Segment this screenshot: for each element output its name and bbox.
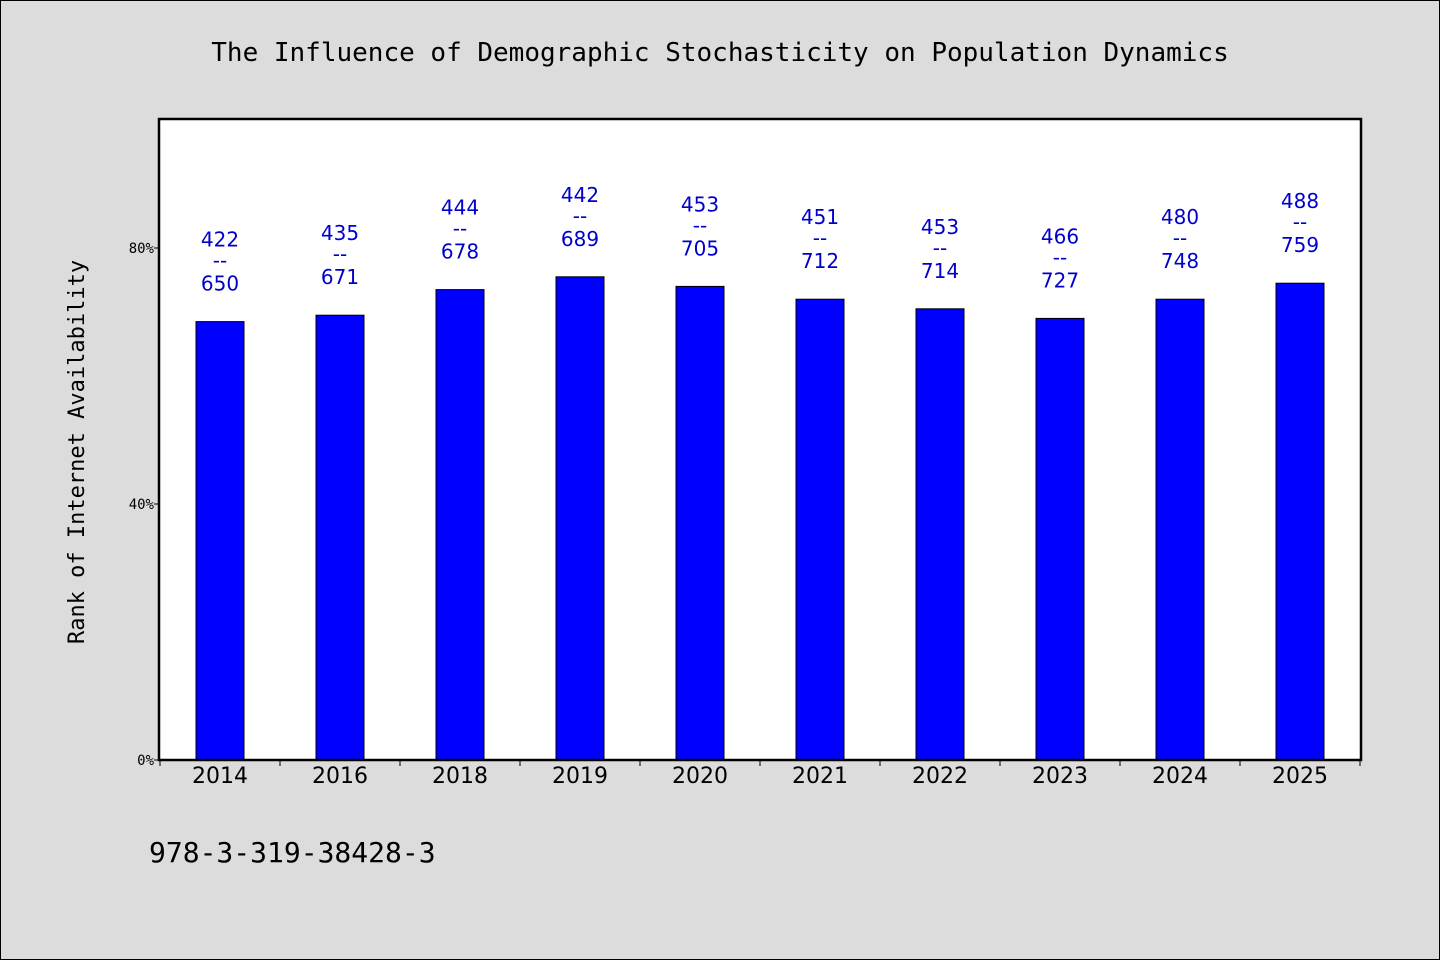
y-tick-label-80: 80% xyxy=(129,241,155,257)
data-label-2024-bottom: 748 xyxy=(1161,249,1199,273)
y-tick-label-40: 40% xyxy=(129,497,155,513)
bar-2014 xyxy=(195,321,245,761)
bar-2025 xyxy=(1275,282,1325,761)
bar-2016 xyxy=(315,314,365,761)
data-label-2016-bottom: 671 xyxy=(321,265,359,289)
data-label-2014-top: 422 xyxy=(201,228,239,252)
data-label-2014-bottom: 650 xyxy=(201,272,239,296)
data-label-2016-mid: -- xyxy=(333,242,347,266)
data-label-2019-bottom: 689 xyxy=(561,227,599,251)
data-label-2022-top: 453 xyxy=(921,215,959,239)
data-label-2021-mid: -- xyxy=(813,226,827,250)
bar-2019 xyxy=(555,276,605,761)
chart-title: The Influence of Demographic Stochastici… xyxy=(211,38,1228,68)
bar-2018 xyxy=(435,289,485,761)
x-tick-label-2016: 2016 xyxy=(312,764,368,789)
data-label-2022-bottom: 714 xyxy=(921,259,959,283)
data-label-2020-mid: -- xyxy=(693,213,707,237)
x-tick-label-2025: 2025 xyxy=(1272,764,1328,789)
data-label-2020-bottom: 705 xyxy=(681,236,719,260)
data-label-2023-top: 466 xyxy=(1041,224,1079,248)
data-label-2018-bottom: 678 xyxy=(441,240,479,264)
data-label-2024-mid: -- xyxy=(1173,226,1187,250)
data-label-2016-top: 435 xyxy=(321,221,359,245)
x-tick-label-2020: 2020 xyxy=(672,764,728,789)
x-tick-label-2023: 2023 xyxy=(1032,764,1088,789)
data-labels-layer: 422--650435--671444--678442--689453--705… xyxy=(201,183,1319,296)
data-label-2021-bottom: 712 xyxy=(801,249,839,273)
bar-2024 xyxy=(1155,298,1205,761)
data-label-2019-mid: -- xyxy=(573,204,587,228)
data-label-2023-mid: -- xyxy=(1053,245,1067,269)
x-tick-label-2021: 2021 xyxy=(792,764,848,789)
bar-2023 xyxy=(1035,317,1085,761)
bar-2022 xyxy=(915,308,965,761)
bar-2021 xyxy=(795,298,845,761)
data-label-2025-top: 488 xyxy=(1281,189,1319,213)
data-label-2022-mid: -- xyxy=(933,236,947,260)
data-label-2014-mid: -- xyxy=(213,249,227,273)
axis-ticks-layer: 2014 2016 2018 2019 2020 2021 2022 2023 2024 2025… xyxy=(129,241,1361,789)
x-tick-label-2019: 2019 xyxy=(552,764,608,789)
y-axis-label: Rank of Internet Availability xyxy=(65,260,90,644)
footnote-isbn: 978-3-319-38428-3 xyxy=(149,836,436,869)
bar-2020 xyxy=(675,285,725,761)
y-tick-label-0: 0% xyxy=(137,753,154,769)
data-label-2023-bottom: 727 xyxy=(1041,268,1079,292)
x-tick-label-2014: 2014 xyxy=(192,764,248,789)
data-label-2020-top: 453 xyxy=(681,192,719,216)
data-label-2018-top: 444 xyxy=(441,196,479,220)
data-label-2025-bottom: 759 xyxy=(1281,233,1319,257)
data-label-2018-mid: -- xyxy=(453,217,467,241)
plot-border xyxy=(157,117,1363,762)
x-tick-label-2024: 2024 xyxy=(1152,764,1208,789)
data-label-2019-top: 442 xyxy=(561,183,599,207)
data-label-2024-top: 480 xyxy=(1161,205,1199,229)
data-label-2021-top: 451 xyxy=(801,205,839,229)
x-tick-label-2018: 2018 xyxy=(432,764,488,789)
bars-layer xyxy=(195,276,1325,761)
data-label-2025-mid: -- xyxy=(1293,210,1307,234)
x-tick-label-2022: 2022 xyxy=(912,764,968,789)
